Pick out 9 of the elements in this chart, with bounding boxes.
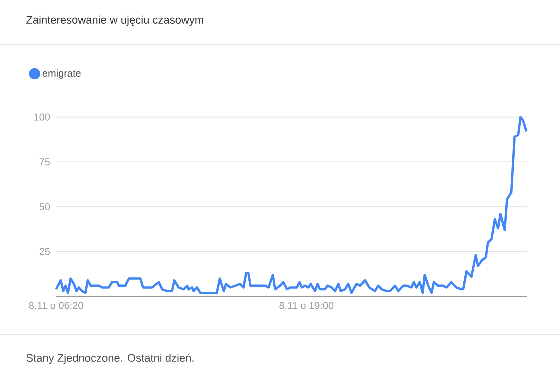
y-tick-label: 75 (40, 158, 50, 166)
x-tick-label: 8.11 o 06:20 (29, 302, 84, 310)
y-tick-label: 50 (40, 203, 50, 211)
y-tick-label: 100 (34, 114, 50, 121)
y-tick-label: 25 (40, 248, 50, 256)
chart-title: Zainteresowanie w ujęciu czasowym (26, 16, 204, 26)
legend-label: emigrate (42, 70, 81, 79)
x-tick-label: 8.11 o 19:00 (280, 302, 334, 310)
text: Stany Zjednoczone. Ostatni dzień. (26, 354, 194, 364)
